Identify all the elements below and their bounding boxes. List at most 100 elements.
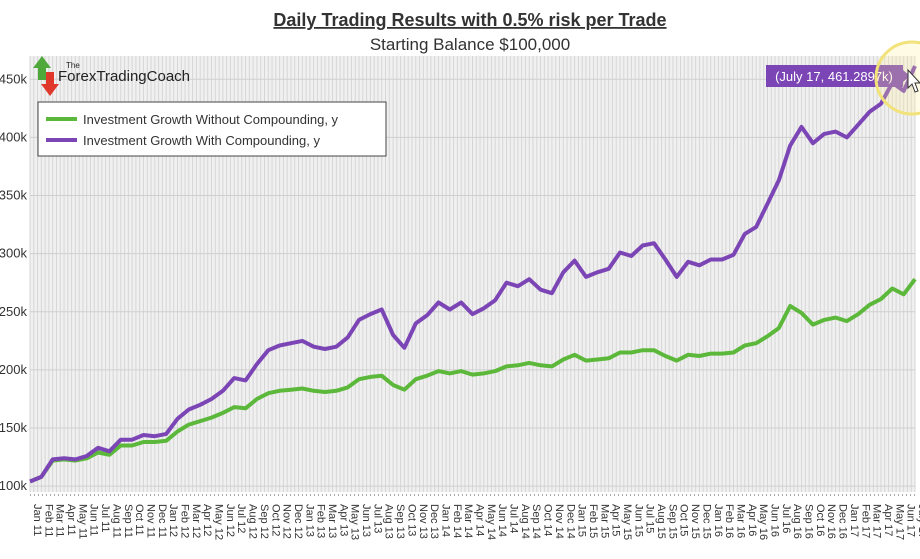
x-tick-label: Apr 13 [337, 504, 349, 536]
x-tick-label: Sep 11 [122, 504, 134, 538]
x-tick-label: Aug 13 [383, 504, 395, 539]
x-tick-label: Nov 13 [417, 504, 429, 539]
x-tick-label: Aug 15 [655, 504, 667, 539]
x-tick-label: Jan 12 [167, 504, 179, 537]
x-tick-label: Oct 14 [542, 504, 554, 536]
x-tick-label: Feb 15 [587, 504, 599, 538]
x-tick-label: Mar 13 [326, 504, 338, 538]
x-tick-label: Sep 16 [803, 504, 815, 539]
x-tick-label: Sep 14 [530, 504, 542, 539]
x-tick-label: Jun 13 [360, 504, 372, 537]
x-tick-label: Jul 15 [644, 504, 656, 533]
x-tick-label: Mar 16 [734, 504, 746, 538]
x-tick-label: Sep 15 [666, 504, 678, 539]
y-tick-label: 300k [0, 246, 27, 261]
x-tick-label: Mar 14 [462, 504, 474, 538]
x-tick-label: Oct 16 [814, 504, 826, 536]
y-tick-label: 150k [0, 420, 27, 435]
x-tick-label: Oct 12 [269, 504, 281, 536]
y-tick-label: 450k [0, 71, 27, 86]
x-tick-label: Dec 15 [700, 504, 712, 539]
x-tick-label: Jun 12 [224, 504, 236, 537]
x-tick-label: Dec 14 [564, 504, 576, 539]
x-tick-label: Feb 11 [42, 504, 54, 537]
y-tick-label: 350k [0, 188, 27, 203]
x-tick-label: Feb 13 [315, 504, 327, 538]
down-arrow-icon [41, 72, 59, 96]
y-axis: 100k 150k 200k 250k 300k 350k 400k 450k [0, 71, 27, 493]
x-tick-label: Feb 17 [859, 504, 871, 538]
x-tick-label: Jul 11 [99, 504, 111, 533]
x-tick-label: Apr 11 [65, 504, 77, 536]
x-tick-label: Apr 16 [746, 504, 758, 536]
x-tick-label: Jun 11 [88, 504, 100, 536]
x-tick-label: Sep 12 [258, 504, 270, 539]
x-tick-label: Jun 17 [905, 504, 917, 537]
vertical-grid [29, 56, 916, 492]
x-tick-label: Jun 16 [769, 504, 781, 537]
x-tick-label: Apr 12 [201, 504, 213, 536]
x-tick-label: Sep 13 [394, 504, 406, 539]
legend: Investment Growth Without Compounding, y… [37, 101, 387, 157]
hand-cursor-icon[interactable] [907, 68, 920, 93]
y-tick-label: 200k [0, 362, 27, 377]
x-tick-label: Nov 16 [825, 504, 837, 539]
hover-tooltip: (July 17, 461.2897k) [766, 65, 910, 87]
tooltip-pointer [903, 70, 910, 82]
x-tick-label: May 14 [485, 504, 497, 540]
x-tick-label: May 13 [349, 504, 361, 540]
x-tick-label: Mar 11 [54, 504, 66, 537]
x-tick-label: May 11 [76, 504, 88, 539]
x-tick-label: May 16 [757, 504, 769, 540]
x-tick-label: Dec 13 [428, 504, 440, 539]
cursor-highlight [874, 40, 920, 116]
x-tick-label: Jan 11 [31, 504, 43, 536]
x-tick-label: Nov 11 [144, 504, 156, 538]
x-tick-label: Apr 15 [610, 504, 622, 536]
x-tick-label: Feb 16 [723, 504, 735, 538]
tooltip-label: (July 17, 461.2897k) [775, 69, 893, 84]
x-tick-label: Nov 15 [689, 504, 701, 539]
x-tick-label: July 17 [916, 504, 920, 539]
x-tick-label: Jan 16 [712, 504, 724, 537]
brand-logo: The ForexTradingCoach [33, 56, 190, 96]
series-group [29, 65, 917, 484]
x-tick-label: Apr 17 [882, 504, 894, 536]
chart-title: Daily Trading Results with 0.5% risk per… [273, 10, 666, 30]
x-tick-label: Mar 12 [190, 504, 202, 538]
x-tick-label: May 15 [621, 504, 633, 540]
x-tick-label: Mar 15 [598, 504, 610, 538]
legend-box [37, 101, 387, 157]
x-tick-label: Aug 11 [110, 504, 122, 538]
x-tick-label: Dec 11 [156, 504, 168, 538]
x-tick-label: Mar 17 [871, 504, 883, 538]
x-tick-label: May 12 [213, 504, 225, 540]
y-tick-label: 100k [0, 478, 27, 493]
x-tick-label: Aug 12 [247, 504, 259, 539]
legend-label-purple: Investment Growth With Compounding, y [83, 133, 320, 148]
x-tick-label: Feb 14 [451, 504, 463, 538]
x-tick-label: Jul 16 [780, 504, 792, 533]
x-tick-label: Oct 13 [405, 504, 417, 536]
x-tick-label: Oct 15 [678, 504, 690, 536]
x-tick-label: Jan 13 [303, 504, 315, 537]
x-axis: Jan 11 Feb 11 Mar 11 Apr 11 May 11 Jun 11 Jul … [30, 494, 920, 540]
x-tick-label: Jan 17 [848, 504, 860, 537]
x-tick-label: Feb 12 [179, 504, 191, 538]
x-tick-label: Jul 13 [371, 504, 383, 533]
x-tick-label: Oct 11 [133, 504, 145, 536]
y-tick-label: 250k [0, 304, 27, 319]
x-tick-label: Dec 16 [837, 504, 849, 539]
logo-small-text: The [66, 61, 80, 70]
x-tick-label: Jul 14 [508, 504, 520, 533]
x-tick-label: Nov 14 [553, 504, 565, 539]
x-tick-label: Jun 14 [496, 504, 508, 537]
legend-label-green: Investment Growth Without Compounding, y [83, 112, 339, 127]
tooltip-background [766, 65, 903, 87]
x-tick-label: Nov 12 [281, 504, 293, 539]
chart-subtitle: Starting Balance $100,000 [370, 35, 570, 54]
y-tick-label: 400k [0, 129, 27, 144]
x-tick-label: Aug 16 [791, 504, 803, 539]
x-tick-label: Jan 14 [439, 504, 451, 537]
